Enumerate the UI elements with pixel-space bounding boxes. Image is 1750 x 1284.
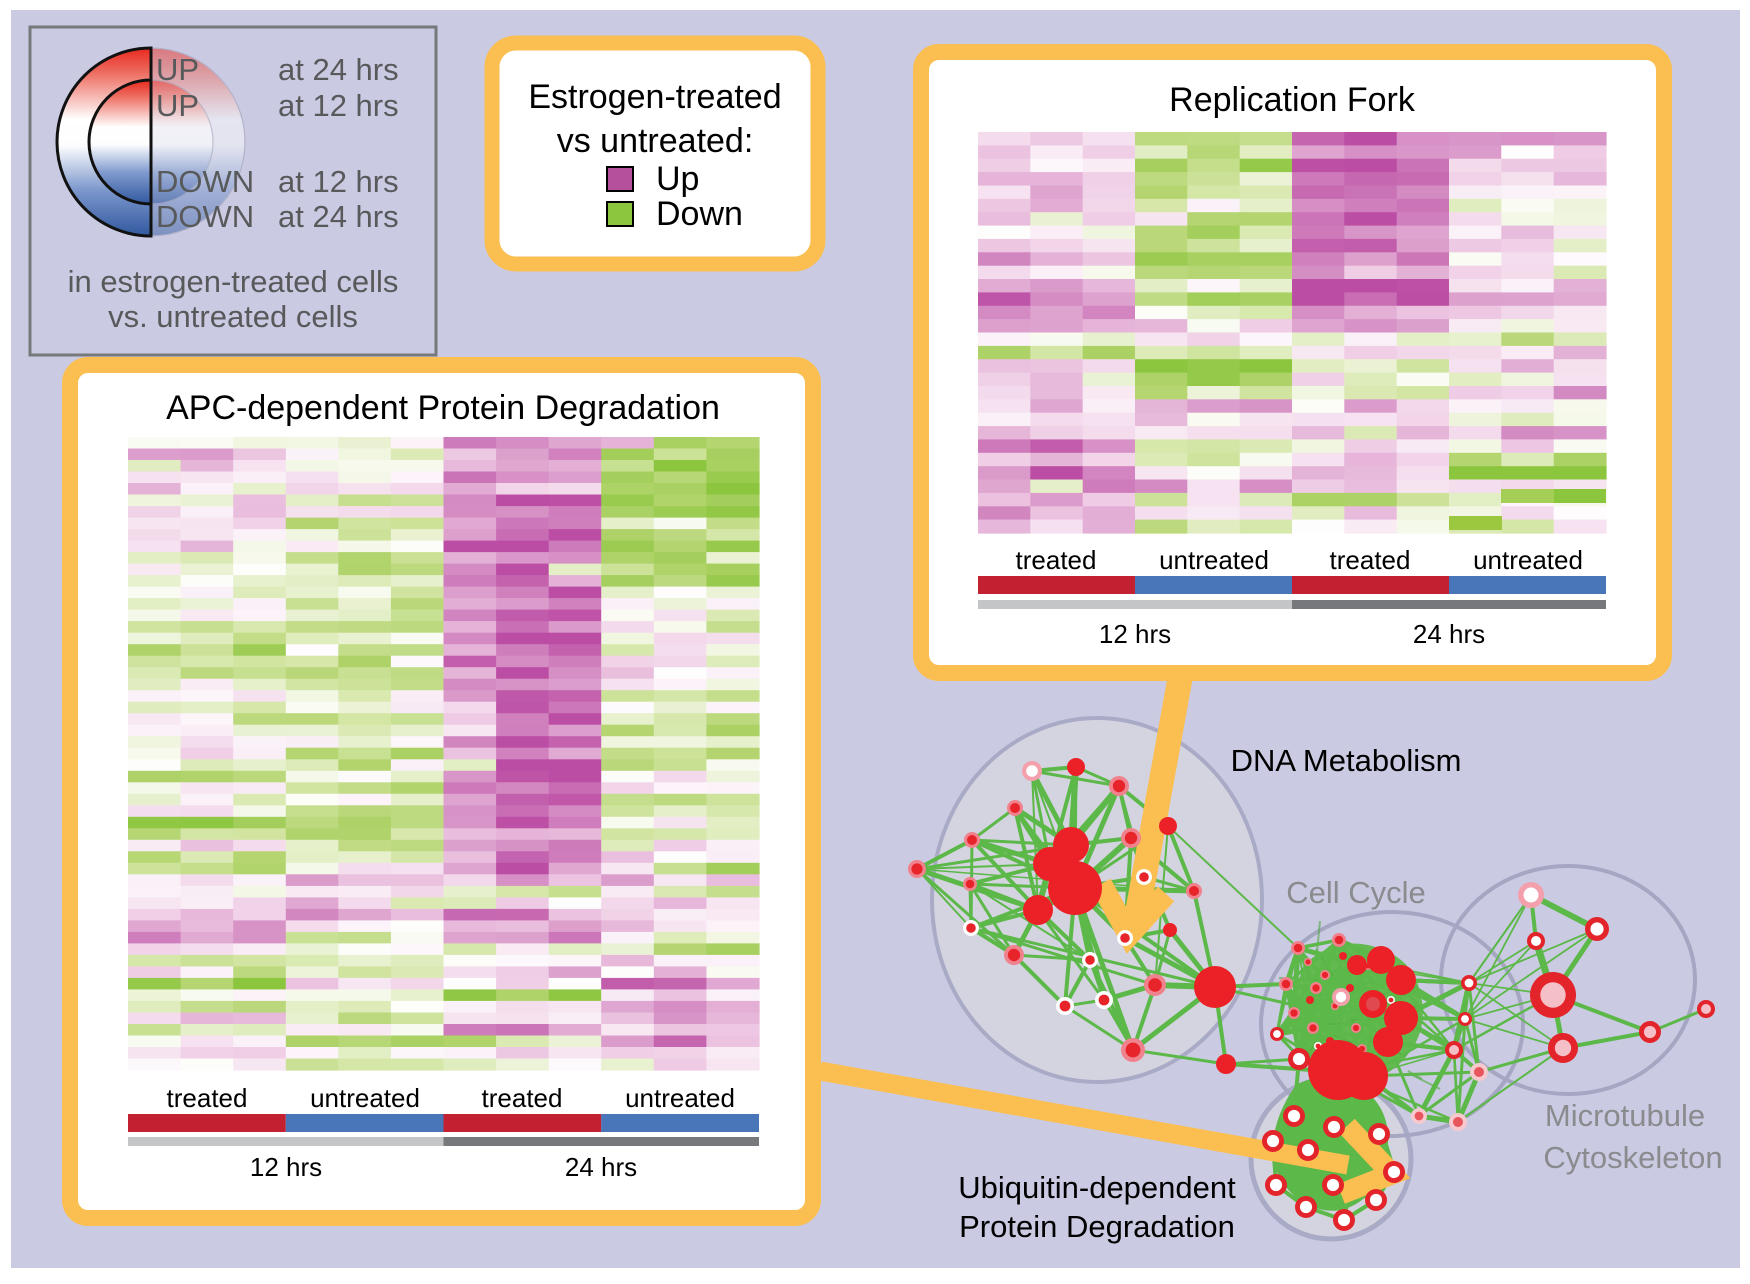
svg-text:Cytoskeleton: Cytoskeleton — [1543, 1140, 1722, 1175]
svg-text:24 hrs: 24 hrs — [1413, 619, 1485, 649]
svg-text:at 12 hrs: at 12 hrs — [278, 88, 399, 123]
svg-text:12 hrs: 12 hrs — [250, 1152, 322, 1182]
svg-text:untreated: untreated — [1159, 545, 1269, 575]
svg-text:untreated: untreated — [625, 1083, 735, 1113]
svg-text:UP: UP — [156, 88, 199, 123]
svg-text:Up: Up — [656, 160, 699, 198]
svg-text:DOWN: DOWN — [156, 164, 254, 199]
svg-text:APC-dependent Protein Degradat: APC-dependent Protein Degradation — [166, 389, 720, 427]
svg-text:treated: treated — [1330, 545, 1411, 575]
svg-text:treated: treated — [167, 1083, 248, 1113]
svg-text:Microtubule: Microtubule — [1545, 1098, 1705, 1133]
svg-text:treated: treated — [1016, 545, 1097, 575]
svg-text:12 hrs: 12 hrs — [1099, 619, 1171, 649]
svg-text:at 24 hrs: at 24 hrs — [278, 199, 399, 234]
svg-text:Estrogen-treated: Estrogen-treated — [528, 78, 781, 116]
svg-text:untreated: untreated — [1473, 545, 1583, 575]
svg-text:vs untreated:: vs untreated: — [557, 122, 754, 160]
svg-text:DOWN: DOWN — [156, 199, 254, 234]
svg-text:UP: UP — [156, 52, 199, 87]
svg-text:Ubiquitin-dependent: Ubiquitin-dependent — [958, 1170, 1236, 1205]
svg-text:vs. untreated cells: vs. untreated cells — [108, 299, 358, 334]
svg-text:24 hrs: 24 hrs — [565, 1152, 637, 1182]
svg-text:untreated: untreated — [310, 1083, 420, 1113]
svg-text:Cell Cycle: Cell Cycle — [1286, 875, 1426, 910]
svg-text:treated: treated — [482, 1083, 563, 1113]
svg-text:at 24 hrs: at 24 hrs — [278, 52, 399, 87]
svg-text:Replication Fork: Replication Fork — [1169, 81, 1416, 119]
svg-text:Down: Down — [656, 195, 743, 233]
svg-text:at 12 hrs: at 12 hrs — [278, 164, 399, 199]
svg-text:DNA Metabolism: DNA Metabolism — [1231, 743, 1462, 778]
svg-text:in estrogen-treated cells: in estrogen-treated cells — [68, 264, 399, 299]
svg-text:Protein Degradation: Protein Degradation — [959, 1209, 1235, 1244]
